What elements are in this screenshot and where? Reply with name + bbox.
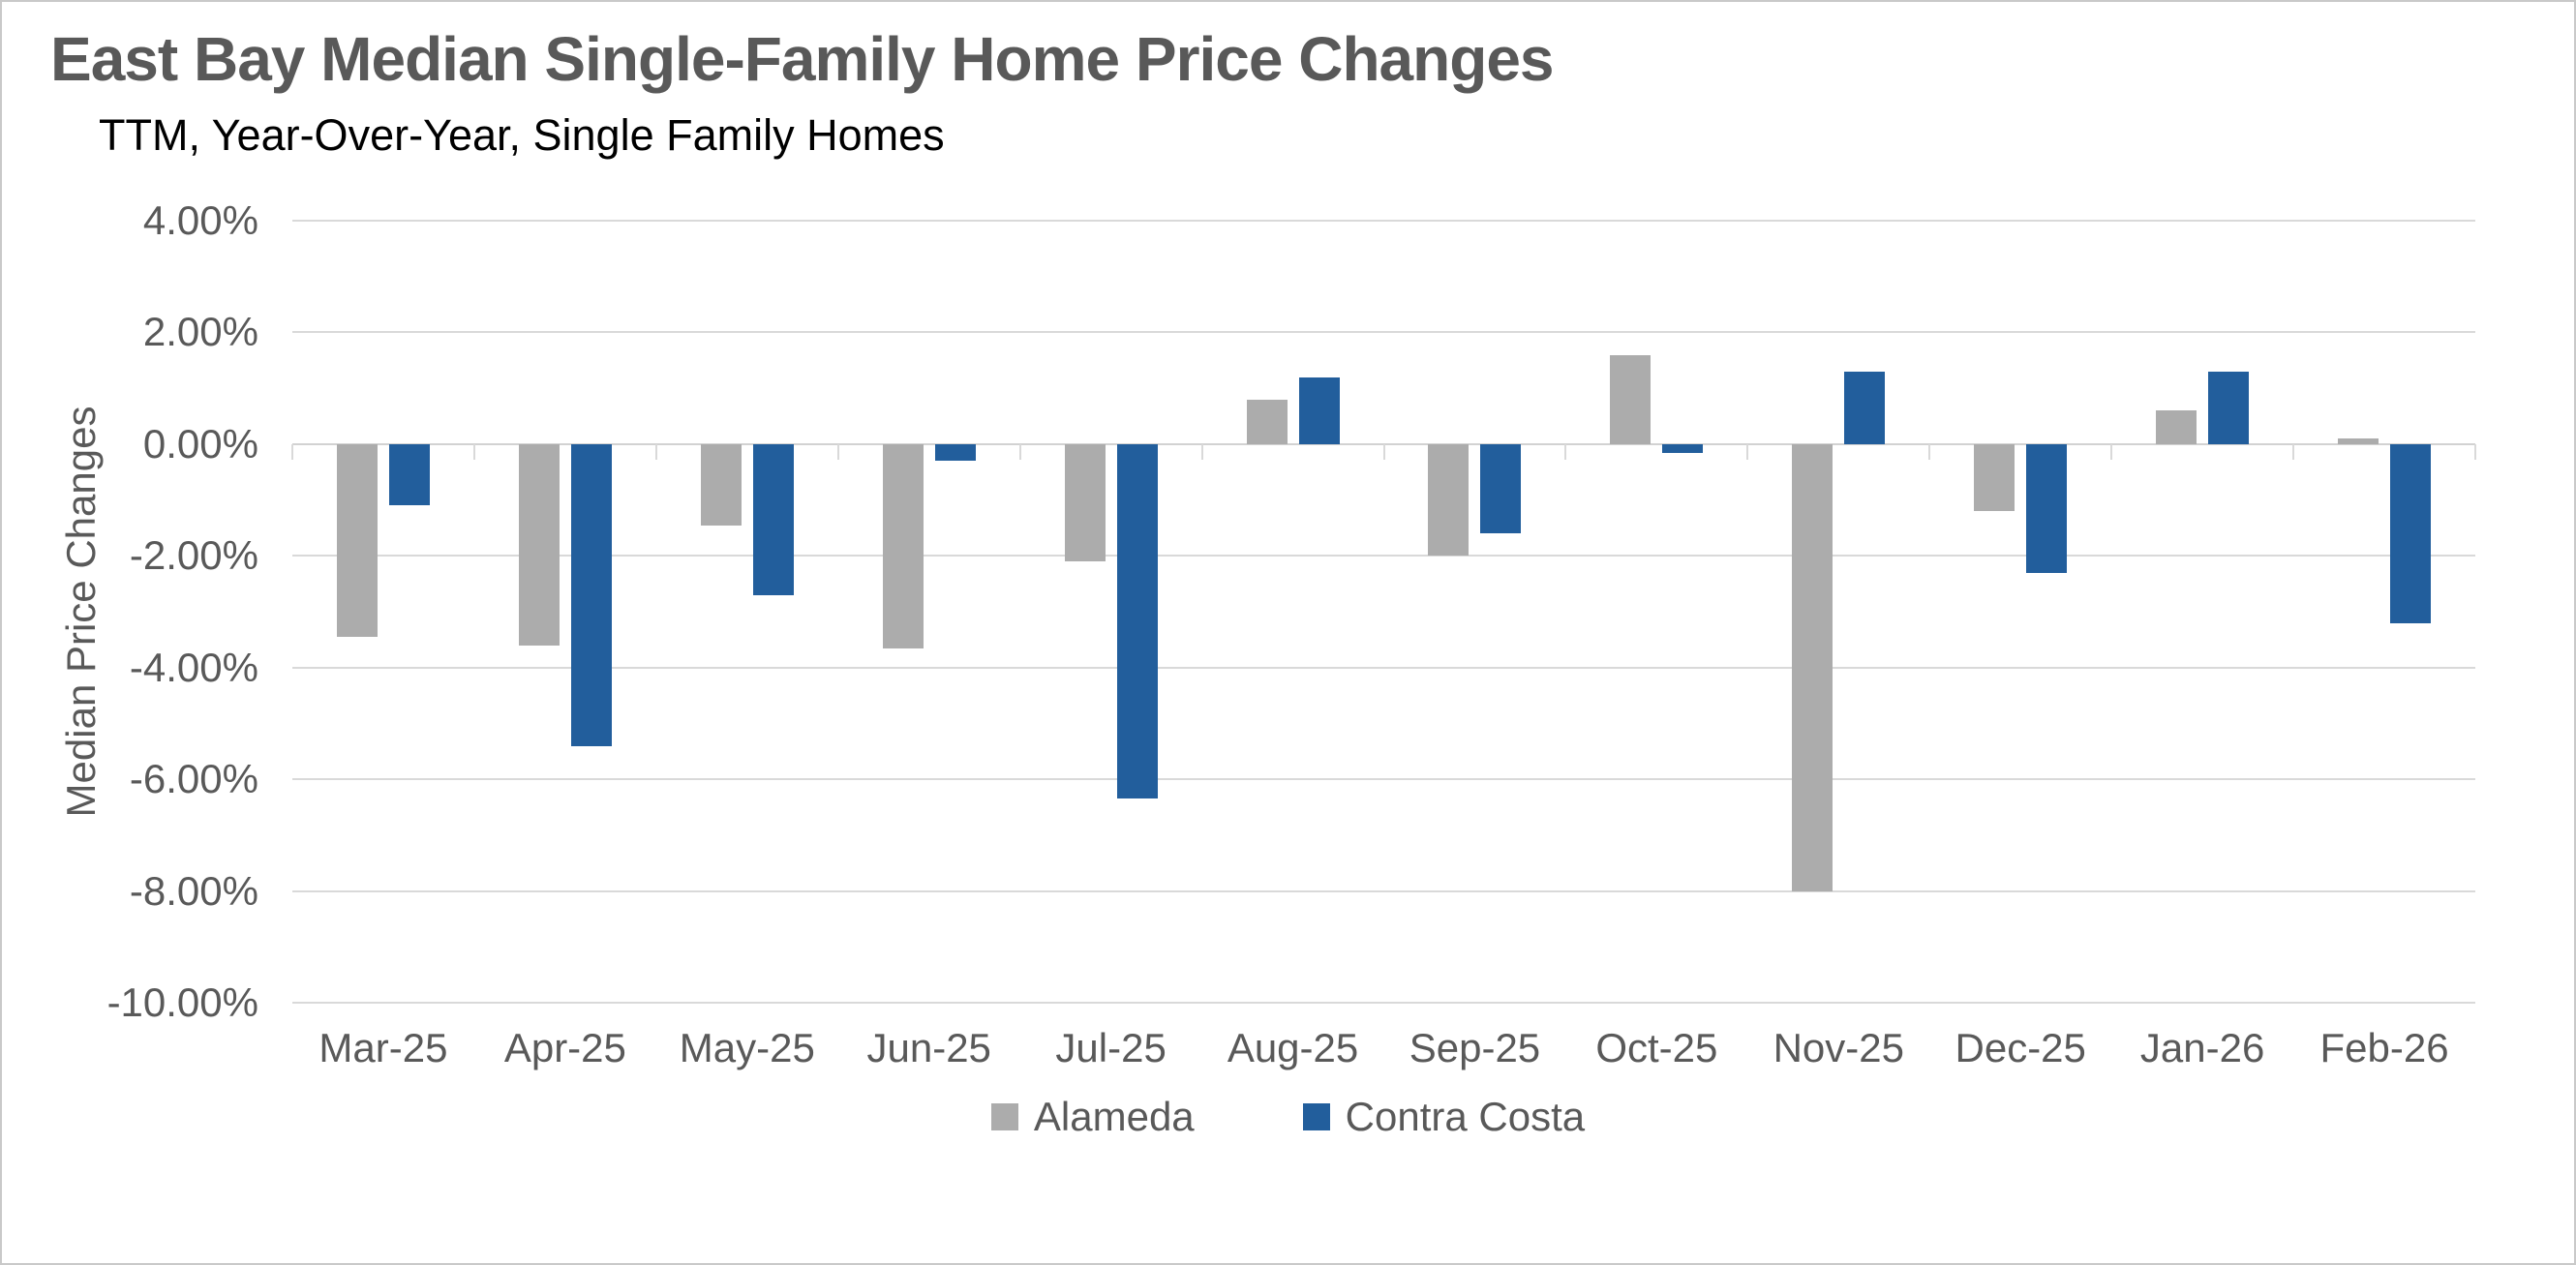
bar-contra-costa-jun-25[interactable] — [934, 443, 976, 462]
category-axis-tick — [291, 443, 293, 460]
category-axis-tick — [472, 443, 475, 460]
category-axis-tick — [1382, 443, 1385, 460]
gridline — [292, 778, 2475, 781]
bar-contra-costa-dec-25[interactable] — [2026, 443, 2068, 573]
bar-alameda-apr-25[interactable] — [518, 443, 560, 646]
legend-item-alameda[interactable]: Alameda — [990, 1094, 1195, 1140]
x-axis-label: Mar-25 — [318, 1025, 448, 1070]
bar-alameda-nov-25[interactable] — [1792, 443, 1834, 891]
y-axis-tick-label: 0.00% — [142, 420, 258, 467]
bar-alameda-jul-25[interactable] — [1064, 443, 1106, 562]
y-axis-tick-label: -6.00% — [129, 756, 258, 802]
bar-alameda-oct-25[interactable] — [1610, 354, 1652, 444]
x-axis-label: Apr-25 — [503, 1025, 626, 1070]
category-axis-tick — [1200, 443, 1203, 460]
y-axis-tick-label: -10.00% — [106, 979, 258, 1025]
legend-label: Contra Costa — [1345, 1094, 1586, 1139]
x-axis-label: May-25 — [679, 1025, 815, 1070]
bar-contra-costa-sep-25[interactable] — [1480, 443, 1522, 534]
bar-alameda-mar-25[interactable] — [336, 443, 378, 637]
category-axis-tick — [654, 443, 657, 460]
bar-alameda-may-25[interactable] — [700, 443, 742, 526]
category-axis-tick — [2292, 443, 2295, 460]
legend-label: Alameda — [1033, 1094, 1195, 1139]
x-axis-label: Nov-25 — [1773, 1025, 1904, 1070]
bar-contra-costa-nov-25[interactable] — [1844, 371, 1886, 444]
y-axis-tick-label: -4.00% — [129, 644, 258, 690]
bar-contra-costa-apr-25[interactable] — [570, 443, 612, 746]
legend-swatch-icon — [990, 1103, 1018, 1130]
gridline — [292, 1002, 2475, 1004]
x-axis-label: Jan-26 — [2139, 1025, 2265, 1070]
bar-alameda-dec-25[interactable] — [1974, 443, 2015, 512]
bar-alameda-sep-25[interactable] — [1428, 443, 1470, 557]
x-axis-label: Oct-25 — [1595, 1025, 1718, 1070]
category-axis-tick — [1564, 443, 1567, 460]
bar-alameda-jan-26[interactable] — [2156, 410, 2197, 444]
legend: Alameda Contra Costa — [2, 1094, 2574, 1140]
bar-contra-costa-aug-25[interactable] — [1298, 376, 1340, 444]
bar-contra-costa-jan-26[interactable] — [2208, 371, 2250, 444]
gridline — [292, 666, 2475, 669]
gridline — [292, 555, 2475, 557]
bar-contra-costa-may-25[interactable] — [752, 443, 794, 595]
category-axis-tick — [2474, 443, 2476, 460]
category-axis-tick — [1018, 443, 1021, 460]
category-axis-tick — [836, 443, 839, 460]
y-axis-tick-label: -2.00% — [129, 532, 258, 579]
bar-contra-costa-feb-26[interactable] — [2390, 443, 2432, 623]
y-axis-tick-label: 2.00% — [142, 309, 258, 355]
x-axis-label: Jun-25 — [866, 1025, 991, 1070]
y-axis-tick-label: -8.00% — [129, 867, 258, 914]
chart-title: East Bay Median Single-Family Home Price… — [50, 24, 1554, 94]
category-axis-tick — [1746, 443, 1749, 460]
legend-swatch-icon — [1302, 1103, 1330, 1130]
x-axis-label: Jul-25 — [1055, 1025, 1167, 1070]
x-axis-label: Feb-26 — [2319, 1025, 2449, 1070]
x-axis-label: Sep-25 — [1409, 1025, 1541, 1070]
bar-alameda-feb-26[interactable] — [2338, 438, 2379, 444]
gridline — [292, 220, 2475, 222]
bar-alameda-aug-25[interactable] — [1246, 399, 1288, 444]
bar-alameda-jun-25[interactable] — [882, 443, 924, 648]
bar-contra-costa-jul-25[interactable] — [1116, 443, 1158, 799]
gridline — [292, 331, 2475, 334]
category-axis-tick — [2110, 443, 2113, 460]
bar-contra-costa-mar-25[interactable] — [388, 443, 430, 506]
y-axis-tick-label: 4.00% — [142, 197, 258, 243]
legend-item-contra-costa[interactable]: Contra Costa — [1302, 1094, 1586, 1140]
x-axis-label: Aug-25 — [1227, 1025, 1359, 1070]
category-axis-tick — [1928, 443, 1931, 460]
gridline — [292, 889, 2475, 892]
bar-contra-costa-oct-25[interactable] — [1662, 443, 1704, 453]
chart-subtitle: TTM, Year-Over-Year, Single Family Homes — [99, 110, 945, 160]
x-axis-label: Dec-25 — [1955, 1025, 2086, 1070]
